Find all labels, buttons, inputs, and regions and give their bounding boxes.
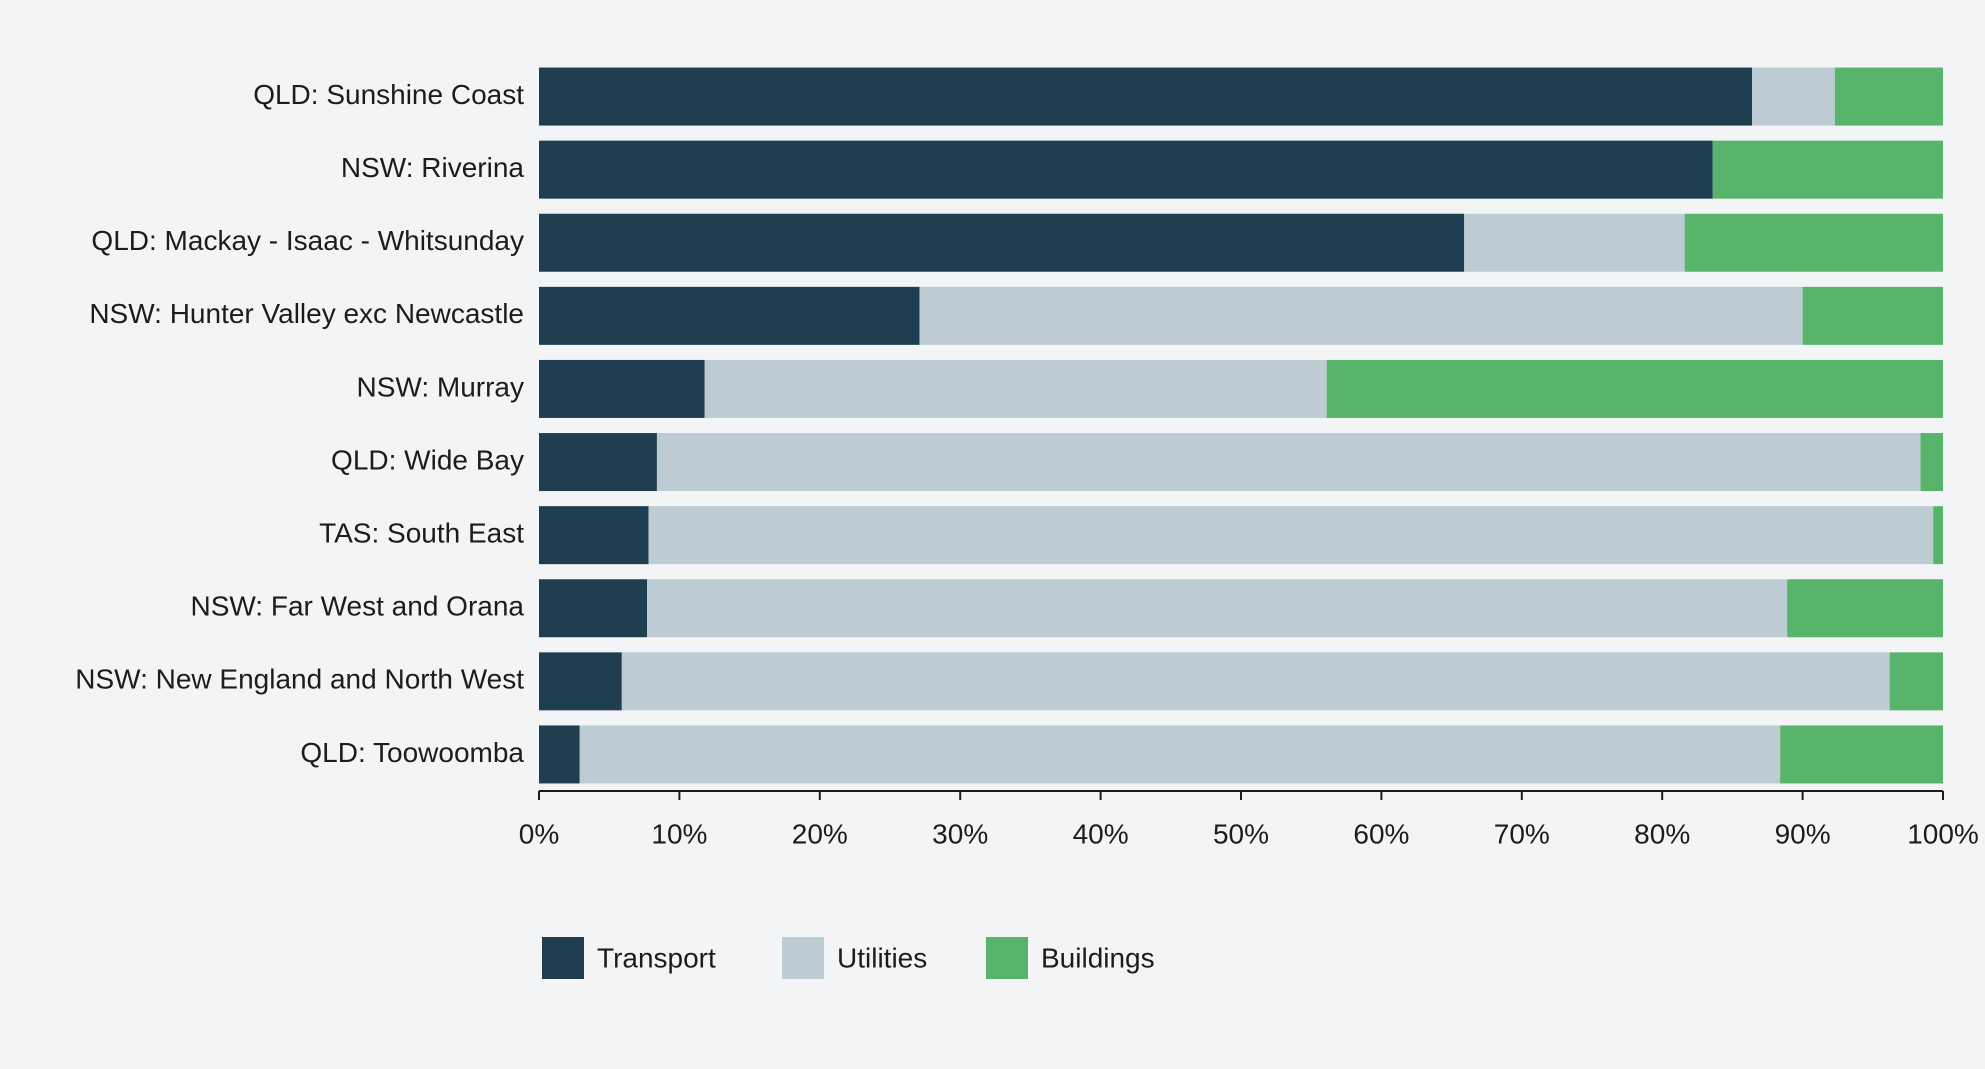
x-tick-label: 0% <box>519 818 559 849</box>
x-tick-label: 10% <box>651 818 707 849</box>
x-tick-label: 100% <box>1907 818 1979 849</box>
bar-segment <box>1464 213 1685 272</box>
bar-segment <box>539 579 648 638</box>
x-tick-label: 20% <box>792 818 848 849</box>
bar-segment <box>579 725 1781 784</box>
legend-swatch <box>542 937 584 979</box>
bar-segment <box>648 506 1934 565</box>
bar-segment <box>539 359 705 418</box>
bar-segment <box>1834 67 1943 126</box>
y-tick-label: TAS: South East <box>319 518 524 549</box>
legend-label: Buildings <box>1041 942 1155 973</box>
y-tick-label: NSW: Murray <box>357 371 525 402</box>
bar-segment <box>539 286 920 345</box>
bar-segment <box>539 725 580 784</box>
x-tick-label: 80% <box>1634 818 1690 849</box>
x-tick-label: 90% <box>1775 818 1831 849</box>
legend-swatch <box>782 937 824 979</box>
x-tick-label: 30% <box>932 818 988 849</box>
bar-segment <box>1712 140 1943 199</box>
bar-segment <box>539 67 1753 126</box>
y-tick-label: NSW: Hunter Valley exc Newcastle <box>89 298 524 329</box>
bar-segment <box>1802 286 1943 345</box>
y-tick-label: QLD: Mackay - Isaac - Whitsunday <box>91 225 524 256</box>
y-tick-label: QLD: Toowoomba <box>300 737 524 768</box>
bar-segment <box>1684 213 1943 272</box>
legend-swatch <box>986 937 1028 979</box>
x-tick-label: 40% <box>1073 818 1129 849</box>
bar-segment <box>1889 652 1943 711</box>
y-tick-label: NSW: Far West and Orana <box>190 591 524 622</box>
y-tick-label: QLD: Wide Bay <box>331 444 524 475</box>
y-tick-label: NSW: Riverina <box>341 152 525 183</box>
bar-segment <box>539 140 1713 199</box>
bar-segment <box>621 652 1890 711</box>
x-tick-label: 50% <box>1213 818 1269 849</box>
bar-segment <box>1920 433 1943 492</box>
legend-label: Utilities <box>837 942 927 973</box>
bar-segment <box>704 359 1327 418</box>
legend-label: Transport <box>597 942 716 973</box>
bar-segment <box>539 652 622 711</box>
bar-segment <box>647 579 1788 638</box>
bar-segment <box>539 506 649 565</box>
bar-segment <box>1933 506 1943 565</box>
x-tick-label: 60% <box>1353 818 1409 849</box>
bar-segment <box>1787 579 1943 638</box>
y-tick-label: QLD: Sunshine Coast <box>253 79 524 110</box>
bar-segment <box>539 433 657 492</box>
bar-segment <box>656 433 1921 492</box>
bar-segment <box>1326 359 1943 418</box>
bar-segment <box>919 286 1803 345</box>
bar-segment <box>1752 67 1835 126</box>
x-tick-label: 70% <box>1494 818 1550 849</box>
bar-segment <box>539 213 1465 272</box>
y-tick-label: NSW: New England and North West <box>75 664 524 695</box>
bar-segment <box>1780 725 1943 784</box>
